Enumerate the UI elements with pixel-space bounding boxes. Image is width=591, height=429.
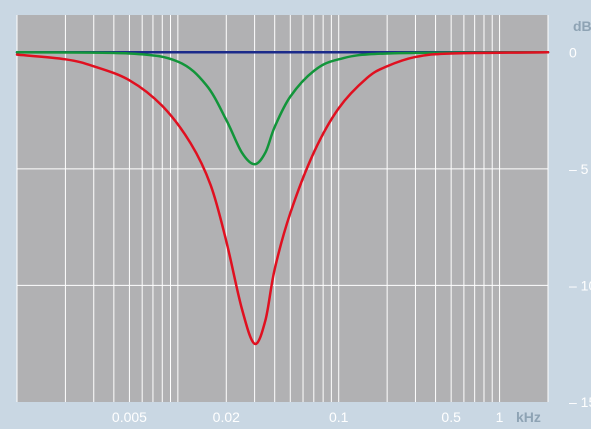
y-axis-unit-label: dB <box>573 18 591 34</box>
series-line-2 <box>15 51 550 166</box>
x-tick-label: 0.5 <box>441 409 461 425</box>
y-tick-label: – 5 <box>569 161 589 177</box>
x-axis-unit-label: kHz <box>516 409 541 425</box>
series-line-3 <box>15 51 550 346</box>
x-tick-label: 0.005 <box>112 409 147 425</box>
x-tick-label: 1 <box>496 409 504 425</box>
plot-area <box>17 15 548 402</box>
x-tick-label: 0.1 <box>329 409 349 425</box>
series-group <box>15 51 550 346</box>
x-tick-label: 0.02 <box>213 409 240 425</box>
y-tick-label: – 15 <box>569 394 591 410</box>
grid <box>16 15 549 402</box>
x-axis: 0.005 0.02 0.1 0.5 1 <box>112 409 504 425</box>
y-tick-label: – 10 <box>569 277 591 293</box>
y-tick-label: 0 <box>569 44 577 60</box>
y-axis: 0 – 5 – 10 – 15 <box>569 44 591 410</box>
